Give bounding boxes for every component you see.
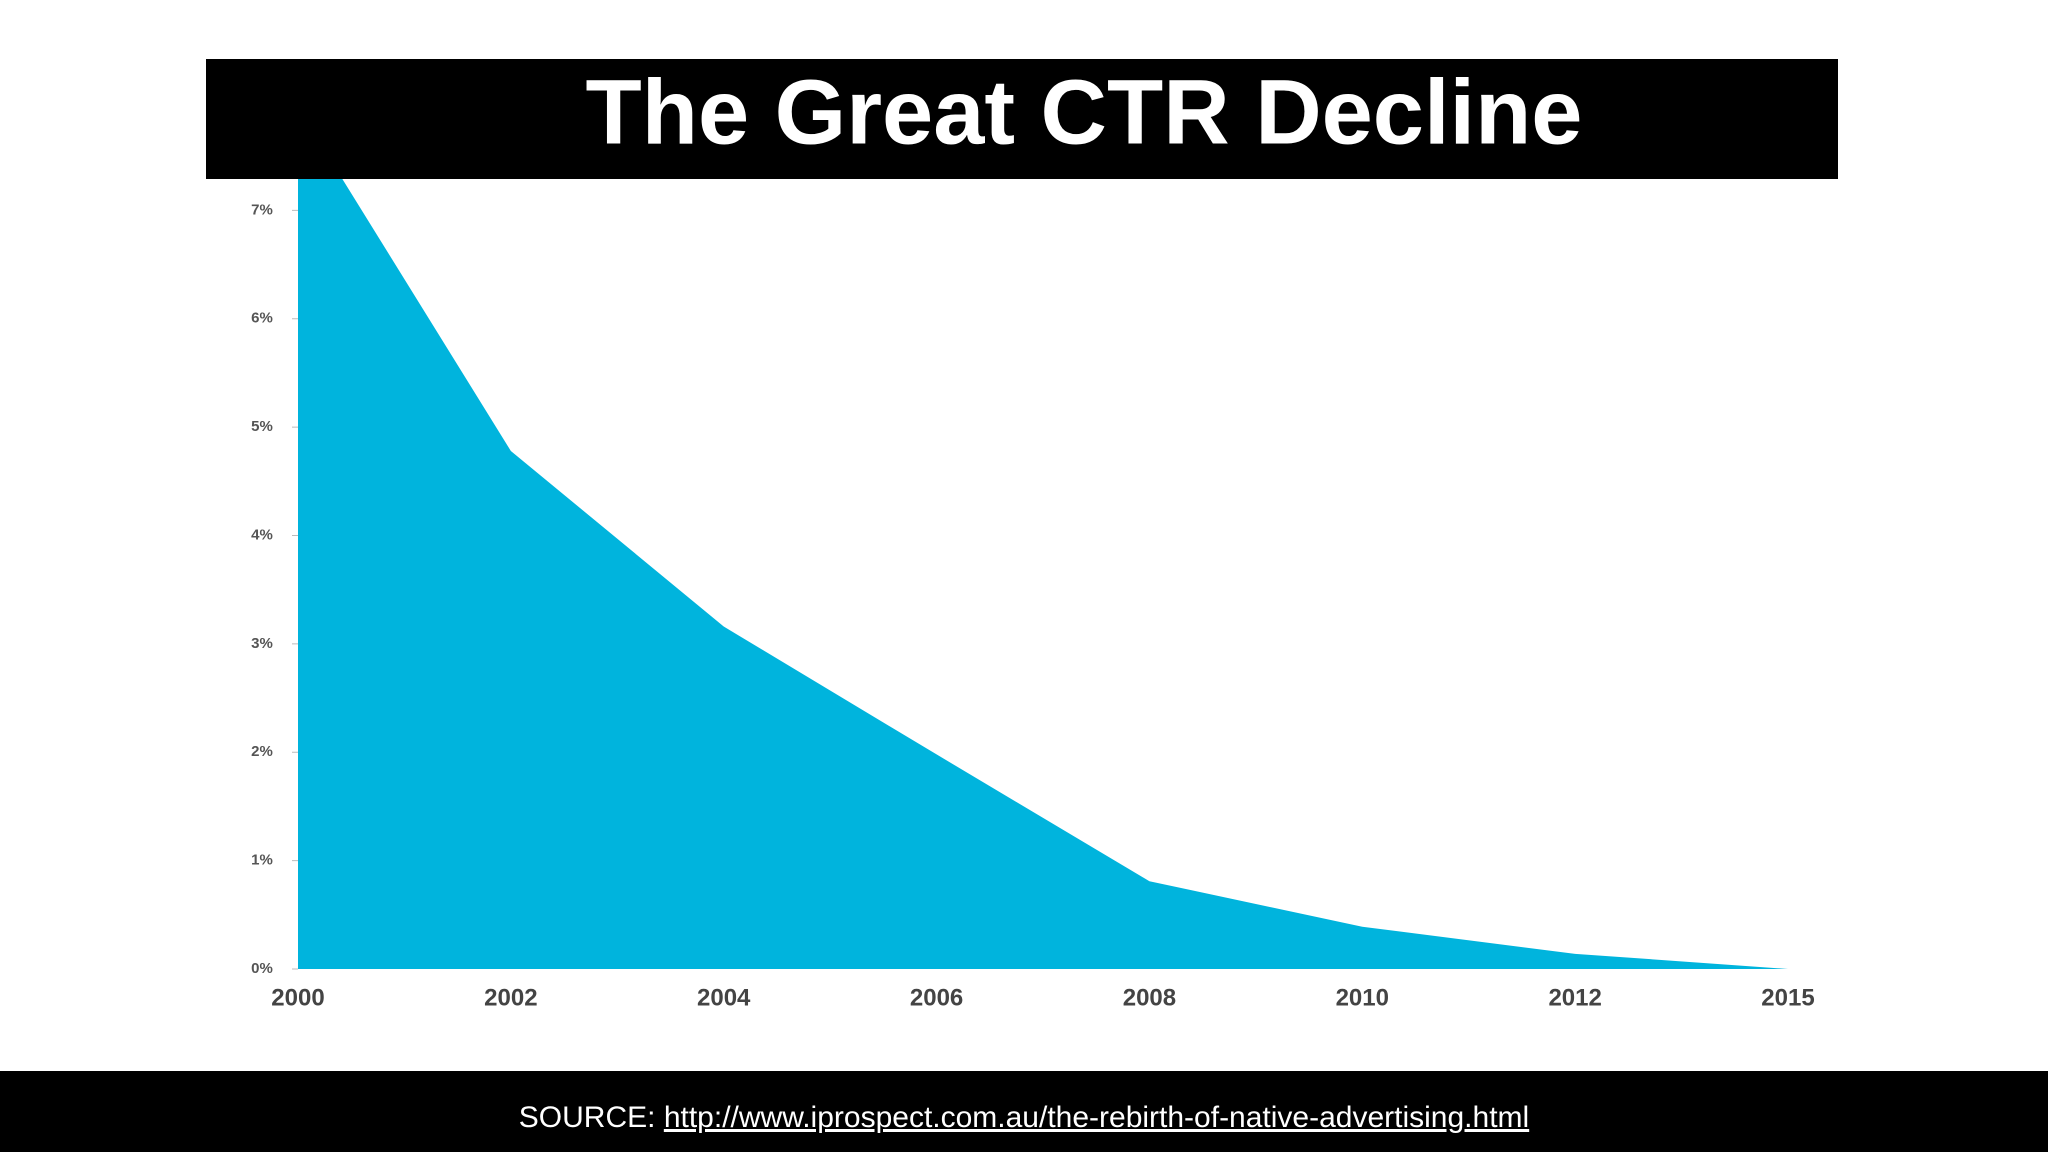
x-tick-label: 2015	[1761, 984, 1814, 1011]
x-tick-label: 2000	[271, 984, 324, 1011]
y-tick-label: 3%	[251, 635, 273, 652]
y-tick-label: 0%	[251, 960, 273, 977]
y-tick-label: 1%	[251, 852, 273, 869]
y-tick-label: 6%	[251, 310, 273, 327]
x-tick-label: 2012	[1548, 984, 1601, 1011]
y-tick-label: 7%	[251, 201, 273, 218]
source-link[interactable]: http://www.iprospect.com.au/the-rebirth-…	[664, 1101, 1529, 1134]
y-tick-label: 4%	[251, 526, 273, 543]
source-label: SOURCE:	[519, 1101, 656, 1134]
plot-area: 0% 1% 2% 3% 4% 5% 6% 7% 2000 2002 2004 2006 2008 2010…	[251, 107, 1815, 1011]
y-tick-label: 5%	[251, 418, 273, 435]
x-tick-label: 2004	[697, 984, 751, 1011]
x-tick-label: 2010	[1336, 984, 1389, 1011]
x-tick-label: 2002	[484, 984, 537, 1011]
chart-title: The Great CTR Decline	[586, 61, 1583, 163]
source: SOURCE: http://www.iprospect.com.au/the-…	[519, 1101, 1529, 1134]
title-bar	[206, 59, 1838, 179]
area	[298, 107, 1788, 969]
x-tick-label: 2008	[1123, 984, 1176, 1011]
footer-bar	[0, 1071, 2048, 1152]
x-tick-label: 2006	[910, 984, 963, 1011]
y-tick-label: 2%	[251, 743, 273, 760]
